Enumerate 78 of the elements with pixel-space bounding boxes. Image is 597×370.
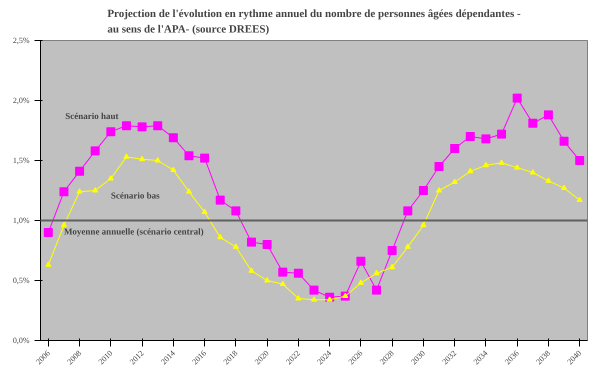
- point: [123, 154, 130, 159]
- point: [60, 222, 67, 228]
- point: [436, 187, 442, 192]
- point: [231, 206, 240, 216]
- point: [466, 132, 475, 141]
- point: [310, 286, 318, 295]
- point: [217, 234, 224, 240]
- y-tick-label: 1,5%: [12, 156, 30, 165]
- point: [44, 228, 53, 237]
- y-tick-label: 0,0%: [12, 336, 30, 345]
- point: [90, 146, 100, 156]
- point: [170, 166, 176, 172]
- point: [545, 178, 552, 183]
- point: [450, 144, 460, 153]
- point: [122, 121, 131, 130]
- point: [216, 196, 225, 205]
- point: [202, 208, 208, 214]
- y-tick-label: 1,0%: [12, 216, 30, 225]
- point: [358, 280, 364, 285]
- point: [389, 264, 396, 270]
- point: [311, 296, 317, 302]
- point: [388, 246, 397, 255]
- point: [452, 178, 458, 184]
- point: [374, 270, 380, 276]
- point: [514, 164, 520, 170]
- point: [108, 175, 114, 180]
- series-label: Scénario bas: [110, 190, 160, 200]
- point: [481, 134, 490, 144]
- point: [184, 151, 194, 160]
- point: [106, 127, 116, 136]
- point: [139, 156, 146, 162]
- point: [153, 121, 162, 130]
- point: [512, 94, 522, 103]
- point: [45, 262, 52, 267]
- point: [294, 268, 303, 278]
- point: [248, 268, 254, 273]
- point: [168, 133, 178, 142]
- point: [92, 187, 98, 192]
- y-tick-label: 2,5%: [12, 36, 30, 45]
- point: [482, 162, 489, 168]
- point: [404, 244, 411, 249]
- point: [528, 118, 538, 128]
- point: [326, 296, 333, 302]
- point: [575, 156, 584, 165]
- point: [418, 186, 428, 195]
- point: [356, 256, 366, 266]
- point: [200, 154, 210, 163]
- point: [403, 206, 412, 216]
- point: [59, 187, 68, 196]
- point: [530, 169, 536, 174]
- chart-title: Projection de l'évolution en rythme annuel du nombre de personnes âgées dépendantes - au sens de l'APA- (source DREES): [107, 8, 521, 36]
- point: [467, 168, 474, 174]
- point: [576, 196, 583, 202]
- point: [560, 136, 569, 146]
- point: [278, 268, 288, 277]
- y-tick-label: 0,5%: [12, 276, 30, 285]
- ref-line-label: Moyenne annuelle (scénario central): [64, 226, 204, 236]
- point: [186, 188, 192, 194]
- point: [262, 240, 272, 249]
- point: [342, 292, 348, 298]
- y-tick-label: 2,0%: [12, 96, 30, 105]
- point: [561, 184, 568, 190]
- point: [76, 188, 83, 194]
- series-label: Scénario haut: [65, 110, 118, 121]
- point: [264, 277, 270, 282]
- point: [246, 238, 256, 247]
- point: [154, 157, 161, 162]
- point: [497, 130, 506, 139]
- point: [295, 295, 302, 300]
- point: [420, 222, 426, 228]
- point: [498, 160, 505, 165]
- point: [280, 280, 286, 286]
- point: [232, 244, 239, 249]
- point: [75, 166, 84, 176]
- point: [138, 122, 147, 132]
- point: [544, 110, 553, 120]
- point: [434, 162, 444, 171]
- point: [372, 286, 382, 295]
